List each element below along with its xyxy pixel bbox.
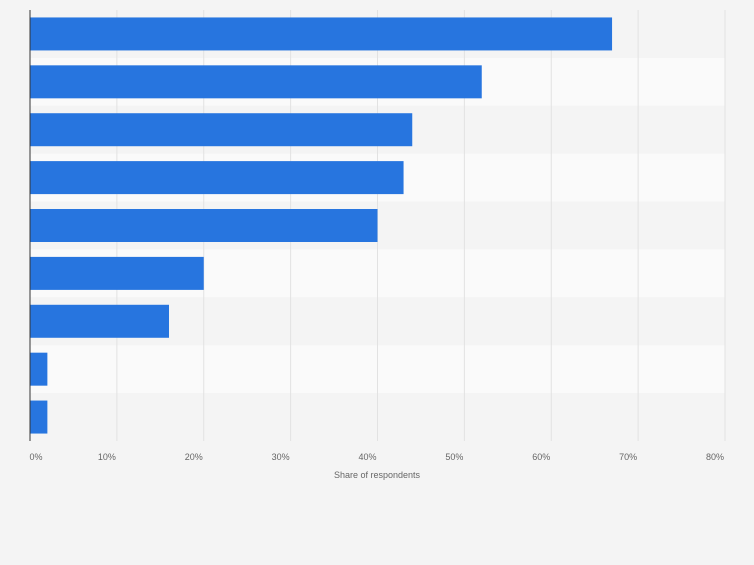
x-tick-label: 20% [185, 452, 203, 462]
x-tick-label: 0% [29, 452, 42, 462]
bar [30, 304, 169, 338]
x-tick-label: 10% [98, 452, 116, 462]
bar [30, 113, 413, 147]
x-tick-label: 70% [619, 452, 637, 462]
x-tick-label: 80% [706, 452, 724, 462]
x-axis-ticks: 0% 10% 20% 30% 40% 50% 60% 70% 80% [29, 452, 724, 462]
x-tick-label: 30% [272, 452, 290, 462]
bars [30, 17, 613, 434]
bar [30, 352, 48, 386]
x-tick-label: 40% [358, 452, 376, 462]
x-tick-label: 50% [445, 452, 463, 462]
bar [30, 161, 404, 195]
x-tick-label: 60% [532, 452, 550, 462]
bar [30, 256, 204, 290]
bar [30, 17, 613, 51]
x-axis-label: Share of respondents [334, 470, 421, 480]
bar [30, 65, 482, 99]
bar [30, 400, 48, 434]
bar [30, 209, 378, 242]
